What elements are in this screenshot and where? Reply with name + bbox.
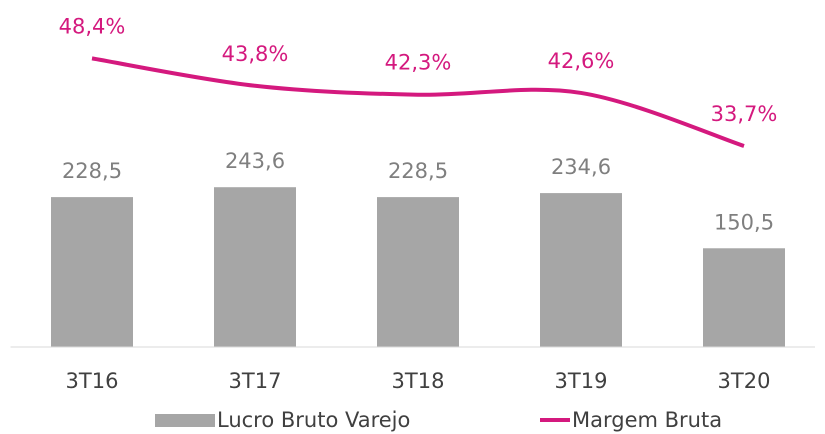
line — [91, 56, 745, 148]
data-label: 150,5 — [714, 210, 774, 234]
bar — [51, 197, 133, 347]
x-tick-label: 3T18 — [392, 369, 445, 393]
data-label: 33,7% — [711, 102, 778, 126]
legend-swatch — [155, 414, 215, 427]
x-tick-label: 3T16 — [66, 369, 119, 393]
data-label: 243,6 — [225, 149, 285, 173]
legend-label: Margem Bruta — [572, 408, 722, 432]
data-label: 42,3% — [385, 51, 452, 75]
data-label: 42,6% — [548, 49, 615, 73]
legend-label: Lucro Bruto Varejo — [217, 408, 410, 432]
bar — [377, 197, 459, 347]
bar — [214, 187, 296, 347]
x-tick-label: 3T20 — [718, 369, 771, 393]
data-label: 228,5 — [388, 159, 448, 183]
bar — [540, 193, 622, 347]
data-label: 48,4% — [59, 14, 126, 38]
x-tick-label: 3T19 — [555, 369, 608, 393]
bar — [703, 248, 785, 347]
data-label: 228,5 — [62, 159, 122, 183]
x-tick-label: 3T17 — [229, 369, 282, 393]
data-label: 43,8% — [222, 42, 289, 66]
data-label: 234,6 — [551, 155, 611, 179]
